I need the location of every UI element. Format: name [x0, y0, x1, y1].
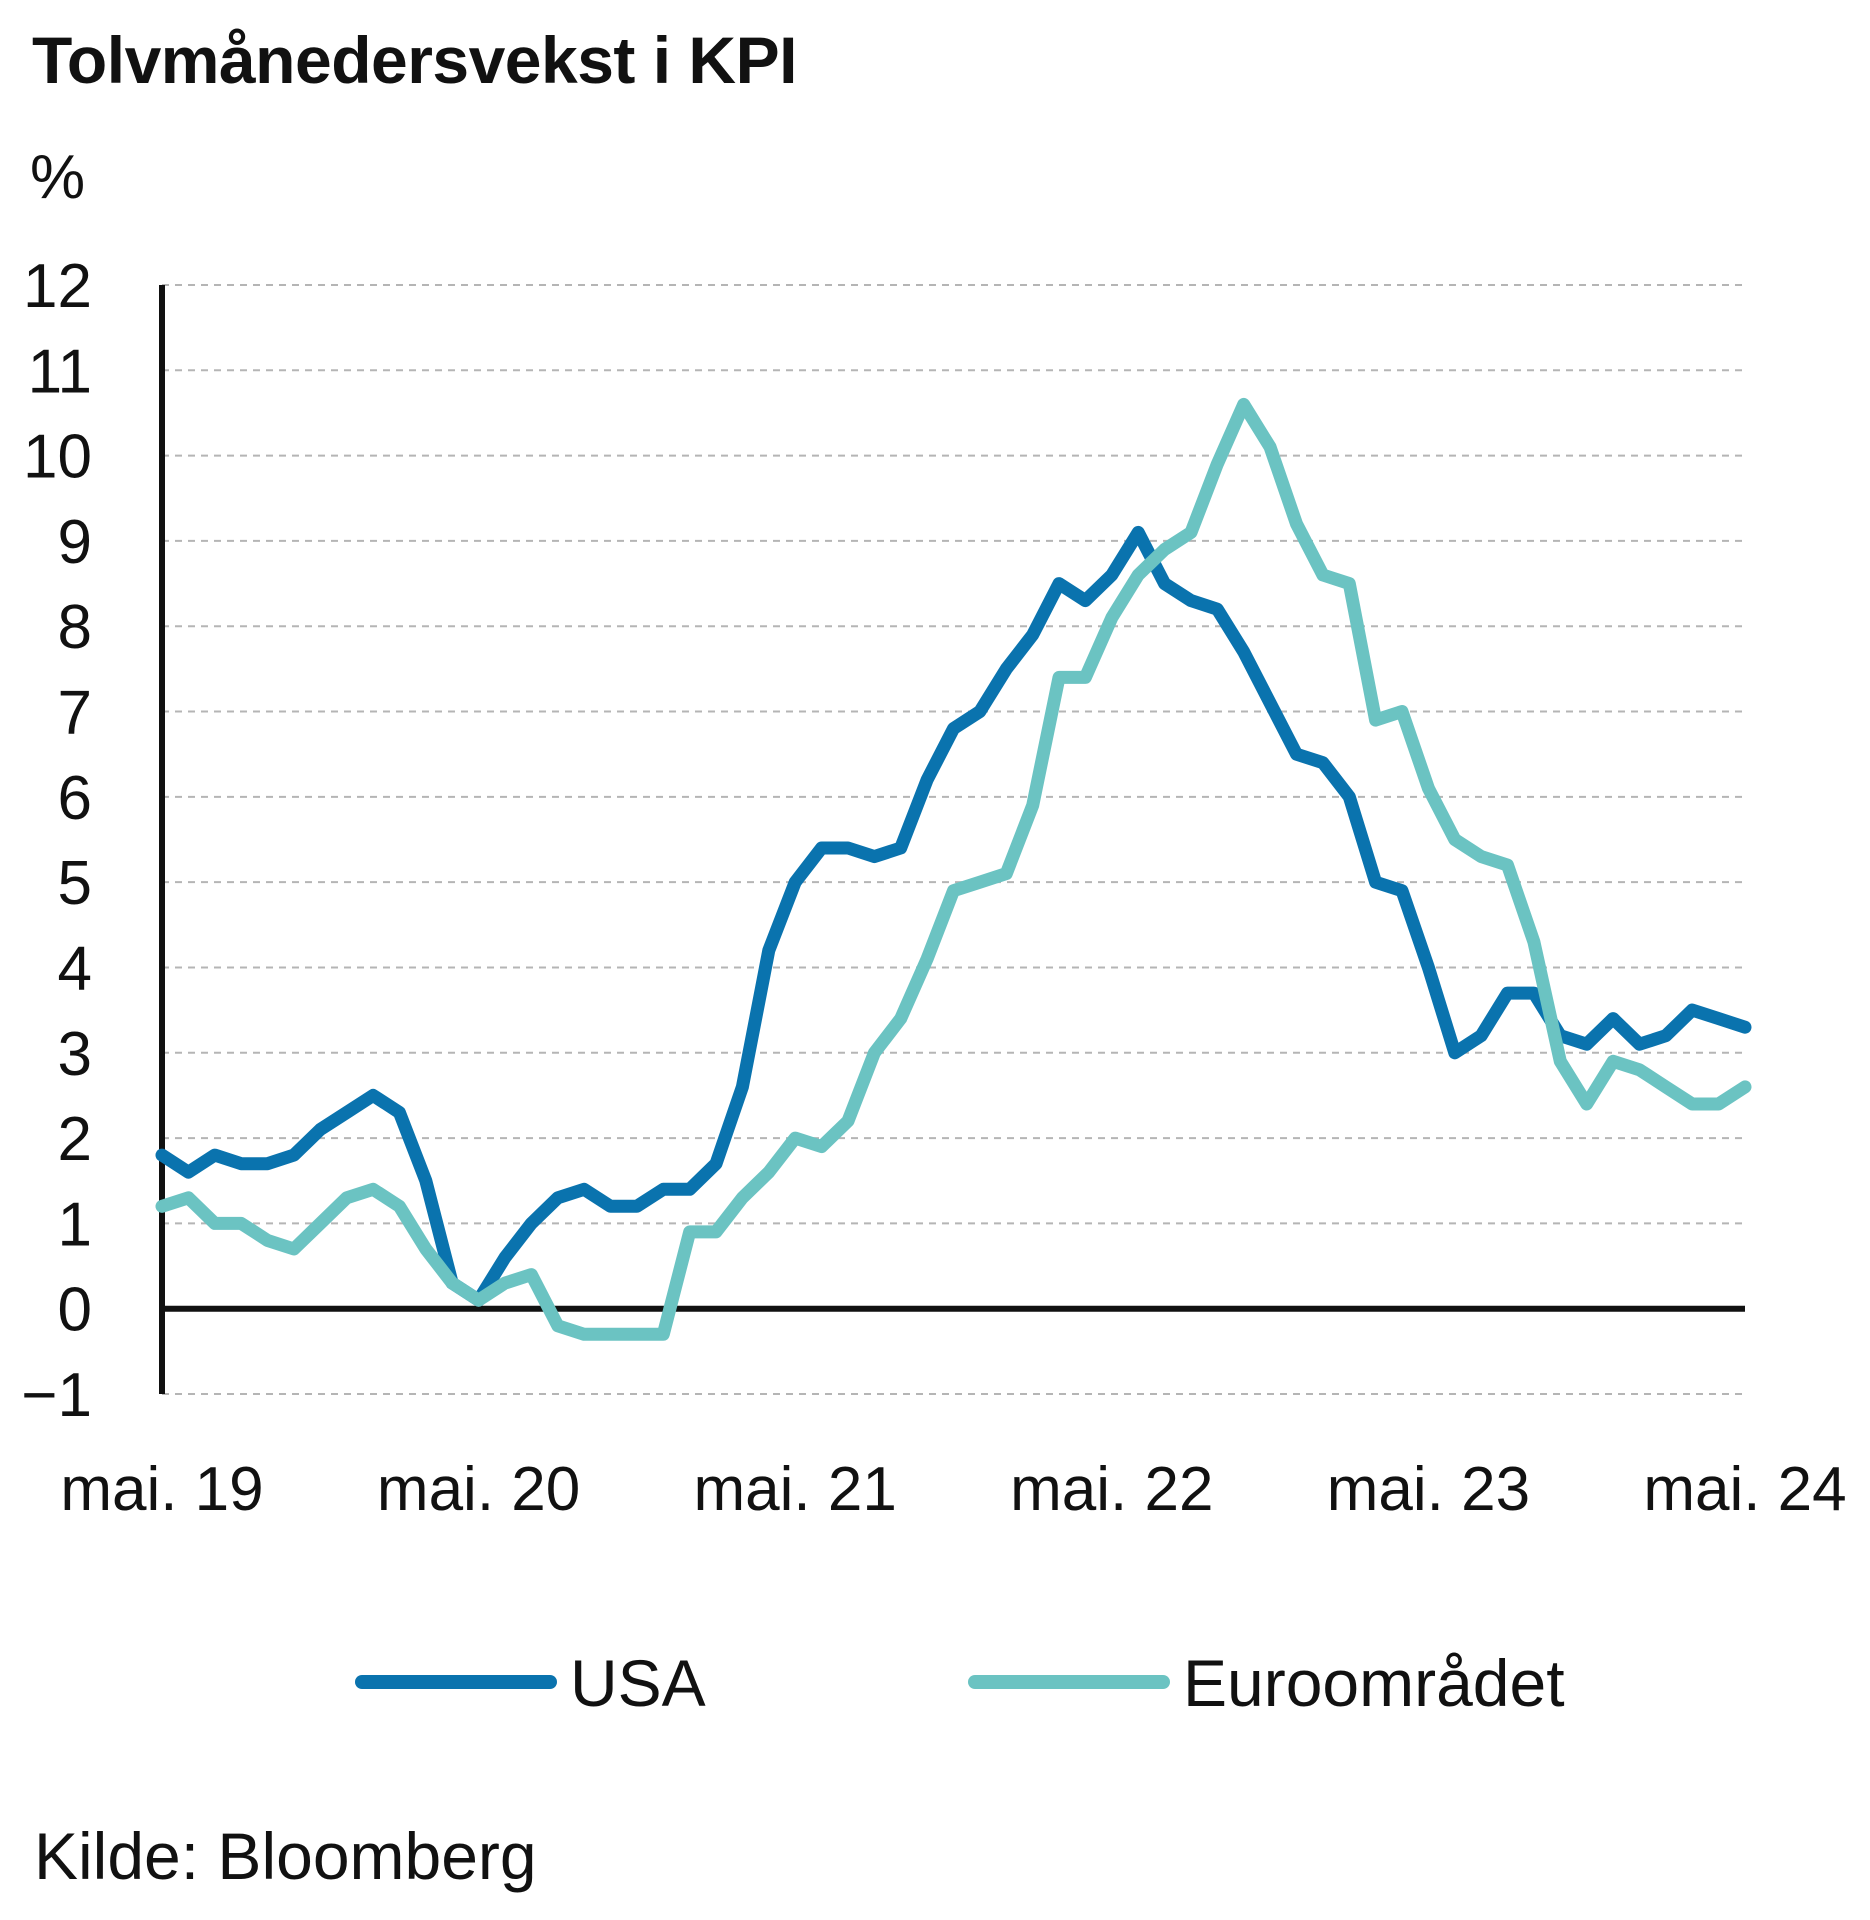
series-lines — [155, 397, 1752, 1341]
x-tick-label: mai. 24 — [1643, 1455, 1846, 1524]
source-note: Kilde: Bloomberg — [34, 1819, 537, 1893]
x-tick-label: mai. 22 — [1010, 1455, 1213, 1524]
x-tick-labels: mai. 19 mai. 20 mai. 21 mai. 22 mai. 23 mai. … — [60, 1455, 1846, 1524]
y-tick-label: 6 — [58, 764, 92, 833]
y-tick-label: 10 — [23, 423, 92, 492]
y-tick-label: 5 — [58, 849, 92, 918]
legend-label: USA — [570, 1646, 706, 1720]
x-tick-label: mai. 19 — [60, 1455, 263, 1524]
y-tick-label: 11 — [28, 337, 92, 406]
series-line-usa — [155, 525, 1752, 1307]
x-tick-label: mai. 20 — [377, 1455, 580, 1524]
chart-title: Tolvmånedersvekst i KPI — [32, 23, 797, 97]
y-tick-label: 3 — [58, 1020, 92, 1089]
y-tick-label: −1 — [21, 1361, 92, 1430]
y-tick-label: 2 — [58, 1105, 92, 1174]
gridlines — [162, 284, 1745, 1395]
y-tick-label: 0 — [58, 1276, 92, 1345]
series-line-euroomradet — [155, 397, 1752, 1341]
x-tick-label: mai. 23 — [1327, 1455, 1530, 1524]
y-tick-label: 9 — [58, 508, 92, 577]
y-tick-label: 8 — [58, 593, 92, 662]
y-tick-label: 12 — [23, 252, 92, 321]
y-tick-label: 7 — [58, 679, 92, 748]
y-axis-unit: % — [30, 143, 86, 212]
y-tick-label: 1 — [58, 1190, 92, 1259]
legend: USA Euroområdet — [355, 1646, 1565, 1720]
y-tick-label: 4 — [58, 934, 92, 1003]
x-tick-label: mai. 21 — [694, 1455, 897, 1524]
legend-label: Euroområdet — [1183, 1646, 1565, 1720]
